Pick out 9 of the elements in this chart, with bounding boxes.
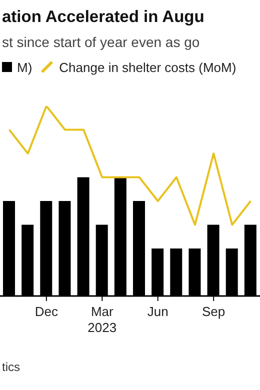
x-tick-label: Mar 2023 bbox=[88, 304, 117, 335]
x-tick-label: Jun bbox=[147, 304, 168, 319]
legend-label: Change in shelter costs (MoM) bbox=[59, 60, 236, 74]
x-tick-label: Sep bbox=[202, 304, 226, 319]
chart-title: ation Accelerated in Augu bbox=[2, 7, 206, 28]
legend-label: M) bbox=[17, 60, 32, 74]
text: tics bbox=[2, 360, 20, 374]
chart-subtitle: st since start of year even as go bbox=[2, 33, 201, 52]
x-tick-label: Dec bbox=[34, 304, 58, 319]
